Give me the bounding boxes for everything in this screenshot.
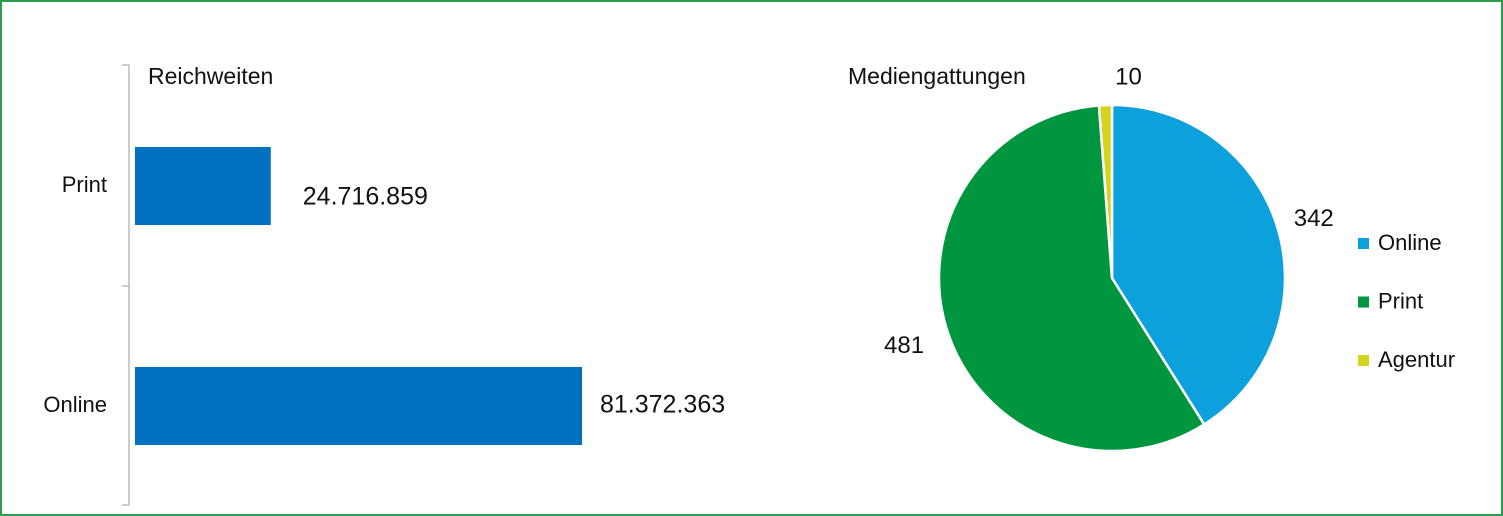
- slice-label: 10: [1115, 63, 1142, 90]
- category-label: Print: [62, 172, 107, 197]
- category-axis: [122, 64, 130, 506]
- legend-swatch: [1358, 296, 1369, 308]
- value-label: 24.716.859: [303, 183, 428, 211]
- pie-title: Mediengattungen: [848, 63, 1026, 89]
- legend-label: Agentur: [1378, 347, 1455, 372]
- bar-title: Reichweiten: [148, 63, 273, 89]
- legend-swatch: [1358, 355, 1369, 366]
- legend-label: Print: [1378, 288, 1423, 313]
- legend-swatch: [1358, 238, 1369, 249]
- pie-slice: [937, 104, 1206, 453]
- pie-slice: [1097, 103, 1114, 279]
- bar: [135, 147, 271, 225]
- slice-label: 342: [1294, 205, 1334, 232]
- legend-label: Online: [1378, 230, 1442, 255]
- category-label: Online: [43, 392, 107, 417]
- value-label: 81.372.363: [600, 391, 725, 419]
- slice-label: 481: [884, 332, 924, 359]
- bar: [135, 367, 582, 445]
